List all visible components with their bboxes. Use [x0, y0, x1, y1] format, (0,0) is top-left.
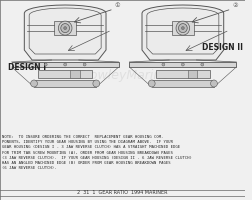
Circle shape [58, 21, 72, 35]
Text: NOTE:  TO INSURE ORDERING THE CORRECT  REPLACEMENT GEAR HOUSING COM-
PONENTS, ID: NOTE: TO INSURE ORDERING THE CORRECT REP… [2, 135, 192, 170]
Bar [188, 70, 197, 78]
Text: 2  31  1  GEAR RATIO  1994 MARINER: 2 31 1 GEAR RATIO 1994 MARINER [77, 190, 168, 196]
Circle shape [162, 63, 165, 66]
Circle shape [64, 63, 67, 66]
Circle shape [211, 80, 217, 87]
Text: DESIGN I: DESIGN I [8, 64, 46, 72]
Bar [129, 62, 236, 67]
Bar [172, 21, 194, 35]
Bar [34, 80, 96, 87]
Circle shape [148, 80, 155, 87]
Text: ①: ① [115, 3, 120, 8]
Bar [38, 70, 92, 78]
Text: ②: ② [232, 3, 238, 8]
Text: DESIGN II: DESIGN II [202, 44, 243, 52]
Circle shape [64, 27, 67, 30]
Circle shape [93, 80, 100, 87]
Circle shape [178, 24, 187, 33]
Circle shape [176, 21, 190, 35]
Bar [12, 62, 119, 67]
Circle shape [201, 63, 204, 66]
Circle shape [181, 63, 184, 66]
Circle shape [181, 27, 184, 30]
Circle shape [61, 24, 70, 33]
Polygon shape [142, 5, 224, 60]
Circle shape [44, 63, 47, 66]
Circle shape [83, 63, 86, 66]
Circle shape [31, 80, 38, 87]
Bar [54, 21, 76, 35]
Polygon shape [24, 5, 106, 60]
Text: CrowleyMarine: CrowleyMarine [76, 68, 169, 82]
Bar [70, 70, 80, 78]
Bar [156, 70, 210, 78]
Bar [152, 80, 214, 87]
